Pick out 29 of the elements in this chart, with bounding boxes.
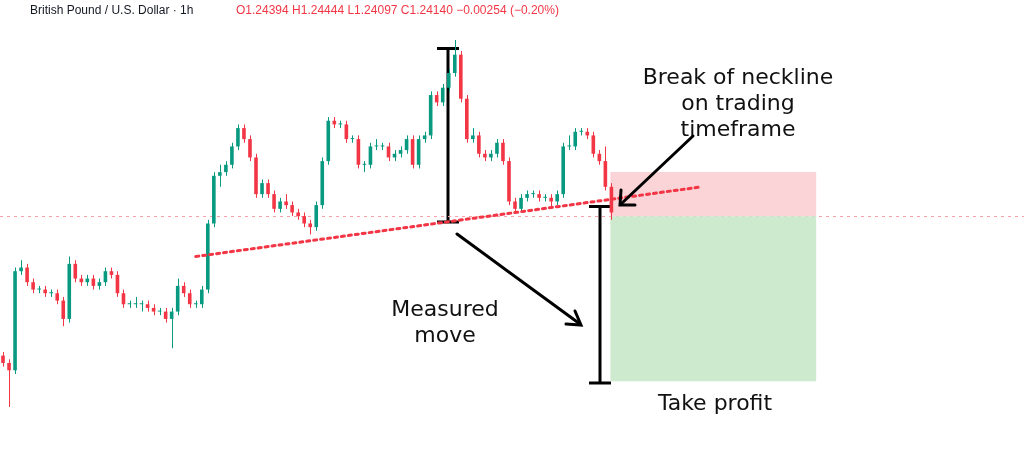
candlestick — [7, 358, 11, 408]
candlestick — [73, 259, 78, 283]
candlestick — [314, 200, 319, 232]
chart-title: British Pound / U.S. Dollar · 1h — [30, 3, 194, 17]
candlestick — [242, 123, 246, 144]
candlestick — [230, 142, 234, 169]
candlestick — [531, 189, 535, 199]
annotation: Measured move — [390, 296, 500, 348]
candlestick — [272, 189, 276, 213]
candlestick — [446, 68, 451, 92]
candlestick — [501, 138, 505, 166]
candlestick — [61, 296, 66, 327]
annotation: Break of neckline on trading timeframe — [641, 64, 835, 142]
candlestick — [260, 178, 264, 199]
candlestick — [477, 131, 481, 158]
candlestick — [567, 134, 572, 151]
candlestick — [25, 263, 29, 287]
candlestick — [452, 39, 457, 78]
candlestick — [248, 134, 252, 162]
candlestick — [218, 164, 222, 188]
annotation: Take profit — [656, 390, 774, 416]
candlestick — [495, 138, 499, 158]
candlestick — [266, 178, 270, 199]
candlestick — [187, 289, 192, 309]
candlestick — [236, 123, 240, 151]
candlestick — [440, 83, 445, 107]
candlestick — [199, 285, 204, 309]
candlestick — [573, 127, 578, 151]
chart-subtitle: O1.24394 H1.24444 L1.24097 C1.24140 −0.00254 (−0.20%) — [236, 3, 559, 17]
